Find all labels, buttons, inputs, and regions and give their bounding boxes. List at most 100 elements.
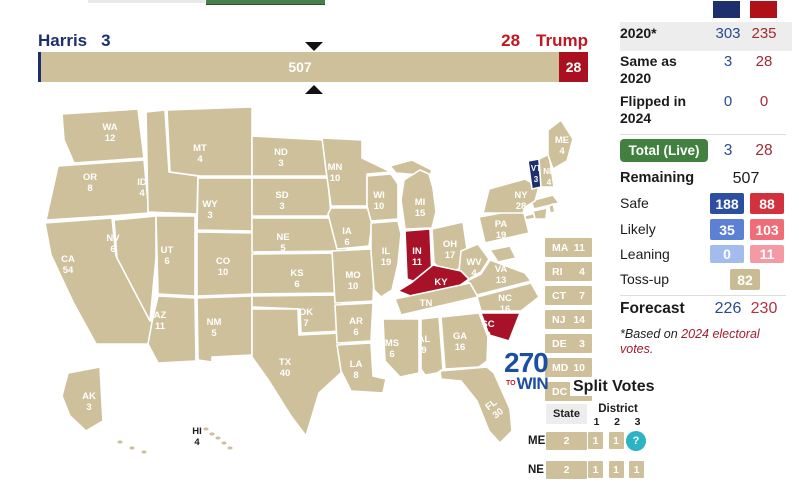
state-label-VA: VA 13 bbox=[495, 264, 508, 286]
state-label-MN: MN 10 bbox=[328, 162, 343, 184]
badge-CT[interactable]: CT 7 bbox=[545, 286, 592, 305]
badge-RI[interactable]: RI 4 bbox=[545, 262, 592, 281]
leaning-dem-badge: 0 bbox=[710, 245, 744, 263]
row-likely: Likely 35 103 bbox=[620, 219, 792, 240]
total-rep: 28 bbox=[755, 141, 773, 159]
district-col-2: 2 bbox=[614, 416, 620, 428]
split-NE-district3[interactable]: 1 bbox=[629, 461, 644, 478]
state-label-OK: OK 7 bbox=[299, 307, 313, 329]
state-GA[interactable] bbox=[440, 312, 489, 370]
likely-label: Likely bbox=[620, 221, 656, 237]
state-fragment bbox=[532, 207, 548, 220]
state-label-NH: NH 4 bbox=[543, 167, 555, 187]
state-label-MO: MO 10 bbox=[345, 270, 360, 292]
state-label-UT: UT 6 bbox=[161, 245, 174, 267]
badge-DE[interactable]: DE 3 bbox=[545, 334, 592, 353]
badge-abbr: RI bbox=[552, 265, 563, 278]
state-AL[interactable] bbox=[420, 316, 444, 376]
state-MT[interactable] bbox=[166, 106, 253, 177]
state-TN[interactable] bbox=[394, 282, 479, 316]
state-MI[interactable] bbox=[400, 169, 437, 230]
state-label-MT: MT 4 bbox=[193, 143, 207, 165]
state-label-WA: WA 12 bbox=[102, 122, 117, 144]
row-flipped: Flipped in 2024 0 0 bbox=[620, 93, 792, 127]
state-label-WY: WY 3 bbox=[202, 199, 218, 221]
270towin-logo: 270 TO WIN bbox=[504, 347, 549, 393]
state-SD[interactable] bbox=[251, 177, 332, 217]
footnote-link[interactable]: 2024 electoral votes. bbox=[620, 327, 760, 356]
safe-label: Safe bbox=[620, 195, 649, 211]
state-NY[interactable] bbox=[482, 178, 540, 214]
state-label-NE: NE 5 bbox=[276, 232, 289, 254]
state-WA[interactable] bbox=[61, 108, 145, 164]
badge-abbr: CT bbox=[552, 289, 566, 302]
state-OR[interactable] bbox=[45, 159, 150, 221]
district-col-1: 1 bbox=[593, 416, 600, 428]
split-row-NE: NE bbox=[528, 464, 544, 476]
state-IL[interactable] bbox=[370, 220, 402, 298]
state-MS[interactable] bbox=[382, 318, 420, 378]
logo-win: WIN bbox=[516, 374, 549, 393]
state-UT[interactable] bbox=[155, 215, 196, 297]
state-NM[interactable] bbox=[196, 295, 253, 363]
row-2020: 2020* 303 235 bbox=[620, 22, 792, 51]
scoreboard-panel: 2020* 303 235 Same as 2020 3 28 Flipped … bbox=[620, 0, 792, 356]
total-dem: 3 bbox=[723, 141, 733, 159]
divider bbox=[620, 295, 786, 296]
state-label-VT: VT 3 bbox=[531, 164, 541, 184]
split-ME-district3-help-icon[interactable]: ? bbox=[626, 431, 646, 451]
state-NV[interactable] bbox=[113, 215, 157, 322]
state-label-NC: NC 16 bbox=[498, 293, 512, 315]
split-ME-district1[interactable]: 1 bbox=[588, 432, 603, 449]
badge-abbr: DE bbox=[552, 337, 567, 350]
remaining-label: Remaining bbox=[620, 170, 695, 186]
state-AK[interactable] bbox=[61, 366, 104, 432]
row-flipped-label: Flipped in 2024 bbox=[620, 93, 687, 126]
state-FL[interactable] bbox=[439, 366, 513, 444]
state-AR[interactable] bbox=[334, 302, 374, 344]
electoral-vote-bar: 507 28 bbox=[38, 52, 588, 82]
state-label-GA: GA 16 bbox=[453, 331, 467, 353]
state-label-LA: LA 8 bbox=[350, 359, 363, 381]
island-icon bbox=[207, 430, 217, 438]
split-NE-district2[interactable]: 1 bbox=[608, 461, 624, 478]
harris-score: Harris 3 bbox=[38, 31, 111, 51]
badge-NJ[interactable]: NJ 14 bbox=[545, 310, 592, 329]
state-ND[interactable] bbox=[251, 135, 328, 177]
total-live-button[interactable]: Total (Live) bbox=[620, 139, 708, 162]
remaining-value: 507 bbox=[732, 170, 760, 187]
badge-MA[interactable]: MA 11 bbox=[545, 238, 592, 257]
island-icon bbox=[213, 434, 223, 442]
badge-ev: 3 bbox=[579, 337, 585, 350]
split-ME-district2[interactable]: 1 bbox=[608, 432, 624, 449]
state-fragment bbox=[530, 194, 560, 210]
state-label-ND: ND 3 bbox=[274, 147, 288, 169]
likely-dem-badge: 35 bbox=[710, 219, 744, 240]
island-icon bbox=[139, 448, 149, 456]
state-SC[interactable] bbox=[480, 312, 521, 342]
state-WI[interactable] bbox=[366, 173, 399, 222]
state-AZ[interactable] bbox=[147, 295, 197, 364]
state-label-WV: WV 4 bbox=[466, 257, 482, 279]
state-ME[interactable] bbox=[547, 119, 574, 170]
logo-270: 270 bbox=[504, 347, 549, 378]
state-MN[interactable] bbox=[321, 137, 392, 207]
forecast-dem: 226 bbox=[714, 300, 742, 317]
badge-abbr: MD bbox=[552, 361, 569, 374]
badge-ev: 4 bbox=[579, 265, 585, 278]
row-tossup: Toss-up 82 bbox=[620, 269, 792, 290]
split-NE-statewide[interactable]: 2 bbox=[546, 461, 587, 479]
bar-tossup-segment: 507 bbox=[41, 52, 559, 82]
state-label-KS: KS 6 bbox=[290, 268, 303, 290]
split-NE-district1[interactable]: 1 bbox=[588, 461, 603, 478]
state-label-CO: CO 10 bbox=[216, 256, 230, 278]
split-ME-statewide[interactable]: 2 bbox=[546, 432, 587, 450]
state-LA[interactable] bbox=[336, 342, 387, 394]
state-TX[interactable] bbox=[251, 308, 344, 437]
state-label-AK: AK 3 bbox=[82, 391, 96, 413]
row-2020-rep: 235 bbox=[751, 25, 777, 42]
state-NC[interactable] bbox=[476, 282, 540, 312]
divider bbox=[620, 134, 786, 135]
badge-MD[interactable]: MD 10 bbox=[545, 358, 592, 377]
